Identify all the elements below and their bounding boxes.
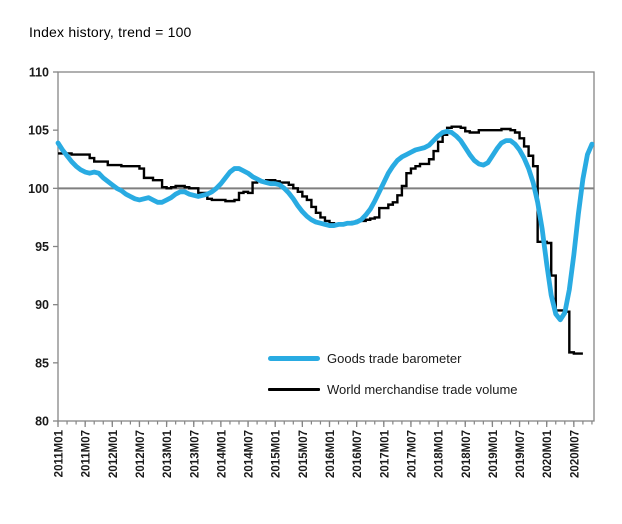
x-axis-label: 2017M01 [379, 429, 391, 478]
x-axis-label: 2019M01 [488, 429, 500, 478]
barometer-line-swatch [268, 355, 320, 361]
y-axis-label: 85 [35, 356, 49, 370]
y-axis-label: 95 [35, 240, 49, 254]
x-axis-label: 2018M01 [434, 429, 446, 478]
legend-label-barometer: Goods trade barometer [327, 350, 462, 366]
x-axis-label: 2013M01 [162, 429, 174, 478]
x-axis-label: 2015M01 [271, 429, 283, 478]
x-axis-label: 2016M01 [325, 429, 337, 478]
x-axis-label: 2012M01 [108, 429, 120, 478]
x-axis-label: 2013M07 [189, 430, 201, 478]
x-axis-label: 2014M07 [244, 430, 256, 478]
x-axis-label: 2019M07 [515, 430, 527, 478]
chart-legend: Goods trade barometer World merchandise … [268, 348, 518, 410]
y-axis-label: 110 [29, 66, 49, 80]
y-axis-label: 100 [28, 182, 49, 196]
x-axis-label: 2017M07 [406, 430, 418, 478]
x-axis-label: 2016M07 [352, 430, 364, 478]
legend-label-volume: World merchandise trade volume [327, 381, 518, 397]
volume-line-swatch [268, 387, 320, 391]
x-axis-label: 2020M01 [542, 429, 554, 478]
x-axis-label: 2018M07 [461, 430, 473, 478]
y-axis-label: 90 [35, 298, 49, 312]
legend-item-barometer: Goods trade barometer [268, 348, 518, 368]
barometer-line [55, 128, 595, 323]
legend-item-volume: World merchandise trade volume [268, 379, 518, 399]
x-axis-label: 2012M07 [135, 430, 147, 478]
x-axis-label: 2011M01 [54, 429, 66, 477]
x-axis-label: 2015M07 [298, 430, 310, 478]
x-axis-label: 2011M07 [81, 430, 93, 477]
chart-title: Index history, trend = 100 [29, 24, 192, 40]
x-axis-label: 2014M01 [216, 429, 228, 478]
y-axis-label: 105 [28, 124, 49, 138]
y-axis-label: 80 [35, 415, 49, 429]
x-axis-label: 2020M07 [569, 430, 581, 478]
volume-line [58, 125, 583, 355]
